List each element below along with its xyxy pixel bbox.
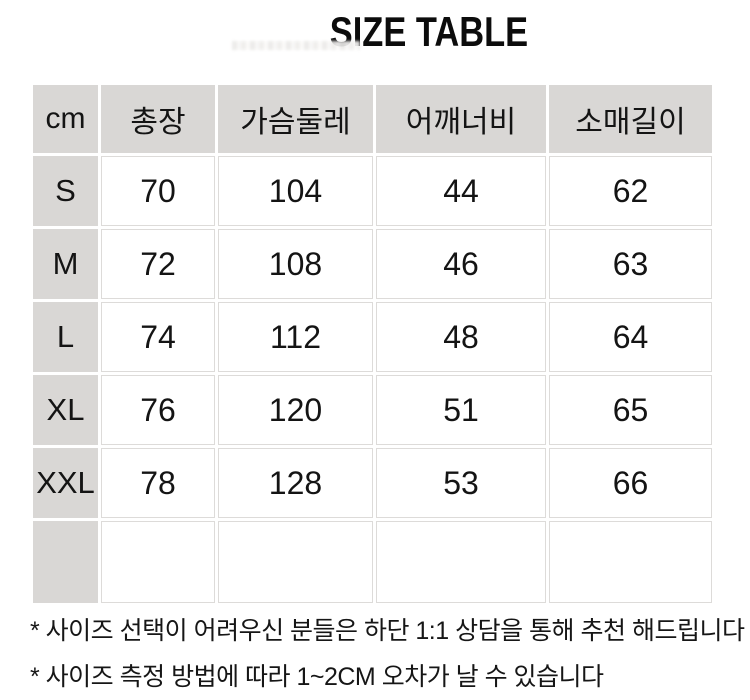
table-row-xxl: XXL 78 128 53 66: [33, 448, 712, 518]
table-row-xl: XL 76 120 51 65: [33, 375, 712, 445]
table-row-s: S 70 104 44 62: [33, 156, 712, 226]
value-cell: 64: [549, 302, 712, 372]
size-table-header-row: cm 총장 가슴둘레 어깨너비 소매길이: [33, 85, 712, 153]
size-label-cell: M: [33, 229, 98, 299]
value-cell: 48: [376, 302, 546, 372]
value-cell: 112: [218, 302, 373, 372]
value-cell: [218, 521, 373, 603]
column-header-sleeve: 소매길이: [549, 85, 712, 153]
table-row-empty: [33, 521, 712, 603]
value-cell: 78: [101, 448, 215, 518]
value-cell: 128: [218, 448, 373, 518]
value-cell: 53: [376, 448, 546, 518]
size-table: cm 총장 가슴둘레 어깨너비 소매길이 S 70 104 44 62 M 72…: [30, 82, 715, 606]
value-cell: 51: [376, 375, 546, 445]
footnote-measurement-tolerance: * 사이즈 측정 방법에 따라 1~2CM 오차가 날 수 있습니다: [30, 663, 604, 691]
value-cell: 46: [376, 229, 546, 299]
value-cell: 70: [101, 156, 215, 226]
value-cell: 72: [101, 229, 215, 299]
column-header-chest: 가슴둘레: [218, 85, 373, 153]
value-cell: 63: [549, 229, 712, 299]
value-cell: 62: [549, 156, 712, 226]
value-cell: [376, 521, 546, 603]
unit-header-cell: cm: [33, 85, 98, 153]
value-cell: 76: [101, 375, 215, 445]
column-header-shoulder: 어깨너비: [376, 85, 546, 153]
faint-watermark: [232, 41, 360, 50]
value-cell: 120: [218, 375, 373, 445]
table-row-l: L 74 112 48 64: [33, 302, 712, 372]
value-cell: 66: [549, 448, 712, 518]
value-cell: 65: [549, 375, 712, 445]
size-label-cell: L: [33, 302, 98, 372]
size-label-cell: XL: [33, 375, 98, 445]
size-label-cell: S: [33, 156, 98, 226]
size-label-cell: XXL: [33, 448, 98, 518]
value-cell: 108: [218, 229, 373, 299]
value-cell: [549, 521, 712, 603]
value-cell: 44: [376, 156, 546, 226]
size-label-cell: [33, 521, 98, 603]
column-header-total-length: 총장: [101, 85, 215, 153]
value-cell: [101, 521, 215, 603]
footnote-size-consult: * 사이즈 선택이 어려우신 분들은 하단 1:1 상담을 통해 추천 해드립니…: [30, 617, 745, 645]
value-cell: 74: [101, 302, 215, 372]
table-row-m: M 72 108 46 63: [33, 229, 712, 299]
value-cell: 104: [218, 156, 373, 226]
page-title-area: SIZE TABLE: [0, 8, 750, 56]
page-title: SIZE TABLE: [329, 8, 529, 55]
